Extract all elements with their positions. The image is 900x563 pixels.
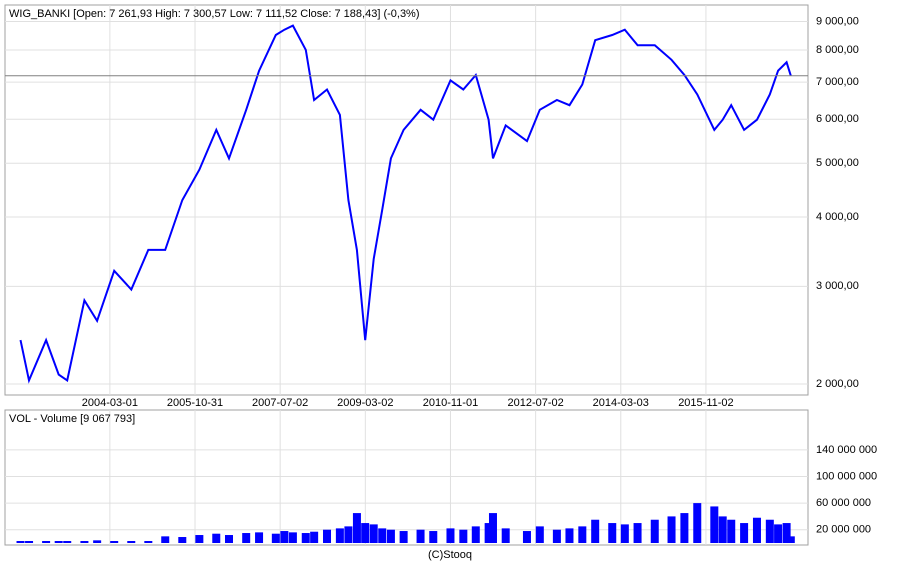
volume-bar (710, 506, 719, 544)
volume-bar (386, 529, 395, 544)
volume-bar (280, 531, 289, 544)
y-tick-label: 6 000,00 (816, 113, 859, 125)
volume-bar (752, 517, 761, 544)
volume-bar (54, 541, 63, 544)
volume-bar (786, 536, 795, 544)
volume-bar (488, 513, 497, 544)
volume-bar (416, 529, 425, 544)
volume-bar (399, 531, 408, 544)
volume-bar (718, 516, 727, 544)
price-panel (4, 4, 809, 396)
volume-bar (522, 531, 531, 544)
x-tick-label: 2005-10-31 (167, 397, 223, 409)
volume-bar (25, 541, 34, 544)
x-tick-label: 2010-11-01 (423, 397, 478, 409)
y-tick-label: 7 000,00 (816, 76, 859, 88)
volume-bar (727, 519, 736, 544)
volume-bar (63, 541, 72, 544)
y-tick-label: 8 000,00 (816, 44, 859, 56)
volume-bar (650, 519, 659, 544)
volume-bar (535, 526, 544, 544)
volume-bar (301, 533, 310, 544)
volume-bar (680, 513, 689, 544)
volume-bar (335, 528, 344, 544)
y-tick-label: 9 000,00 (816, 15, 859, 27)
volume-bar (484, 523, 493, 544)
volume-bar (310, 531, 319, 544)
x-tick-label: 2014-03-03 (593, 397, 649, 409)
volume-bar (195, 535, 204, 544)
volume-bar (242, 533, 251, 544)
volume-bar (369, 524, 378, 544)
volume-bar (271, 533, 280, 544)
volume-bar (323, 529, 332, 544)
x-tick-label: 2004-03-01 (82, 397, 138, 409)
volume-bar (633, 523, 642, 544)
volume-bar (212, 533, 221, 544)
volume-bar (16, 541, 25, 544)
y-tick-label: 140 000 000 (816, 444, 877, 456)
x-tick-label: 2015-11-02 (678, 397, 733, 409)
volume-bar (552, 529, 561, 544)
x-tick-label: 2012-07-02 (507, 397, 563, 409)
volume-bar (144, 541, 153, 544)
volume-bar (740, 523, 749, 544)
volume-bar (620, 524, 629, 544)
volume-bar (501, 528, 510, 544)
panel-title: VOL - Volume [9 067 793] (9, 413, 135, 425)
volume-bar (565, 528, 574, 544)
volume-bar (378, 528, 387, 544)
volume-bar (93, 540, 102, 544)
x-tick-label: 2009-03-02 (337, 397, 393, 409)
y-tick-label: 2 000,00 (816, 378, 859, 390)
volume-bar (693, 503, 702, 544)
volume-bar (361, 523, 370, 544)
volume-bar (471, 526, 480, 544)
volume-bar (178, 537, 187, 544)
volume-bar (667, 516, 676, 544)
volume-bar (765, 519, 774, 544)
volume-bar (578, 526, 587, 544)
volume-bar (774, 524, 783, 544)
y-tick-label: 100 000 000 (816, 470, 877, 482)
volume-bar (224, 535, 233, 544)
y-tick-label: 60 000 000 (816, 497, 871, 509)
volume-bar (110, 541, 119, 544)
y-tick-label: 3 000,00 (816, 280, 859, 292)
panel-title: WIG_BANKI [Open: 7 261,93 High: 7 300,57… (9, 8, 420, 20)
y-tick-label: 5 000,00 (816, 157, 859, 169)
y-tick-label: 20 000 000 (816, 524, 871, 536)
volume-bar (42, 541, 51, 544)
volume-bar (446, 528, 455, 544)
footer: (C)Stooq (428, 549, 472, 561)
y-tick-label: 4 000,00 (816, 211, 859, 223)
volume-bar (459, 529, 468, 544)
volume-bar (288, 532, 297, 544)
volume-bar (80, 541, 89, 544)
volume-bar (161, 536, 170, 544)
volume-bar (782, 523, 791, 544)
volume-bar (352, 513, 361, 544)
volume-bar (127, 541, 136, 544)
volume-bar (591, 519, 600, 544)
volume-bar (429, 531, 438, 544)
volume-bar (344, 526, 353, 544)
price-line (19, 24, 792, 384)
x-tick-label: 2007-07-02 (252, 397, 308, 409)
volume-bar (255, 532, 264, 544)
volume-bar (608, 523, 617, 544)
